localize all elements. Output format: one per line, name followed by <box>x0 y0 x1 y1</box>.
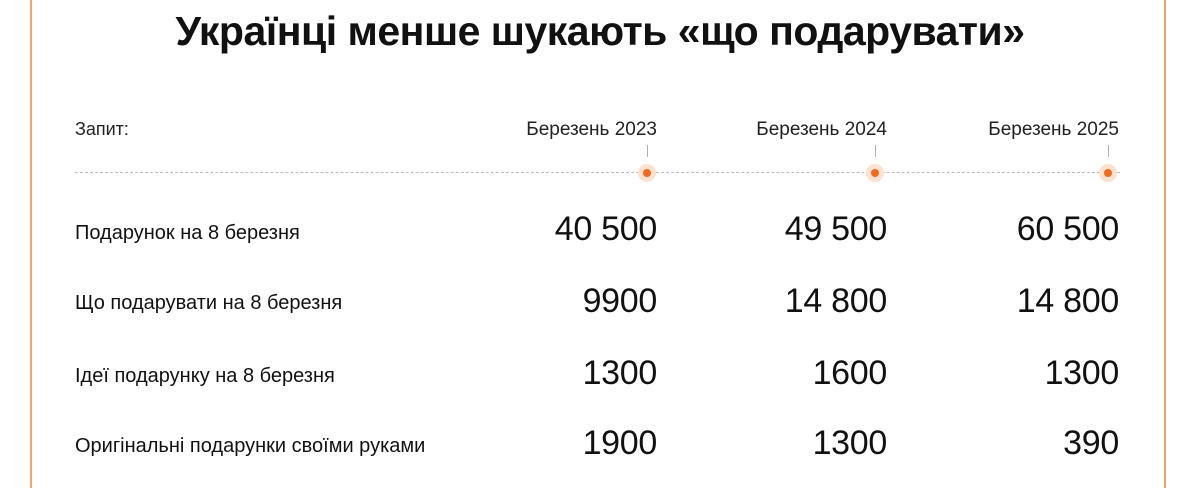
value-cell-r2-c1: 9900 <box>582 282 658 320</box>
column-tick-3 <box>1108 145 1109 157</box>
column-tick-2 <box>875 145 876 157</box>
timeline-marker-2 <box>866 164 884 182</box>
value-cell-r1-c3: 60 500 <box>1016 210 1120 248</box>
value-cell-r4-c2: 1300 <box>812 424 888 462</box>
value-cell-r3-c2: 1600 <box>812 354 888 392</box>
timeline-marker-1 <box>638 164 656 182</box>
value-cell-r2-c3: 14 800 <box>1016 282 1120 320</box>
value-cell-r1-c1: 40 500 <box>554 210 658 248</box>
column-header-3: Березень 2025 <box>988 119 1119 140</box>
card-frame <box>30 0 1166 488</box>
value-cell-r3-c3: 1300 <box>1044 354 1120 392</box>
row-label-4: Оригінальні подарунки своїми руками <box>75 435 426 457</box>
row-label-2: Що подарувати на 8 березня <box>75 292 343 314</box>
column-tick-1 <box>647 145 648 157</box>
query-column-label: Запит: <box>75 119 129 139</box>
value-cell-r3-c1: 1300 <box>582 354 658 392</box>
column-header-1: Березень 2023 <box>526 119 657 140</box>
column-header-2: Березень 2024 <box>756 119 887 140</box>
value-cell-r4-c3: 390 <box>1063 424 1119 462</box>
timeline-marker-3 <box>1099 164 1117 182</box>
row-label-1: Подарунок на 8 березня <box>75 222 300 244</box>
value-cell-r2-c2: 14 800 <box>784 282 888 320</box>
value-cell-r4-c1: 1900 <box>582 424 658 462</box>
value-cell-r1-c2: 49 500 <box>784 210 888 248</box>
row-label-3: Ідеї подарунку на 8 березня <box>75 365 335 387</box>
timeline-dashed-line <box>75 172 1120 173</box>
chart-title: Українці менше шукають «що подарувати» <box>175 8 1025 54</box>
